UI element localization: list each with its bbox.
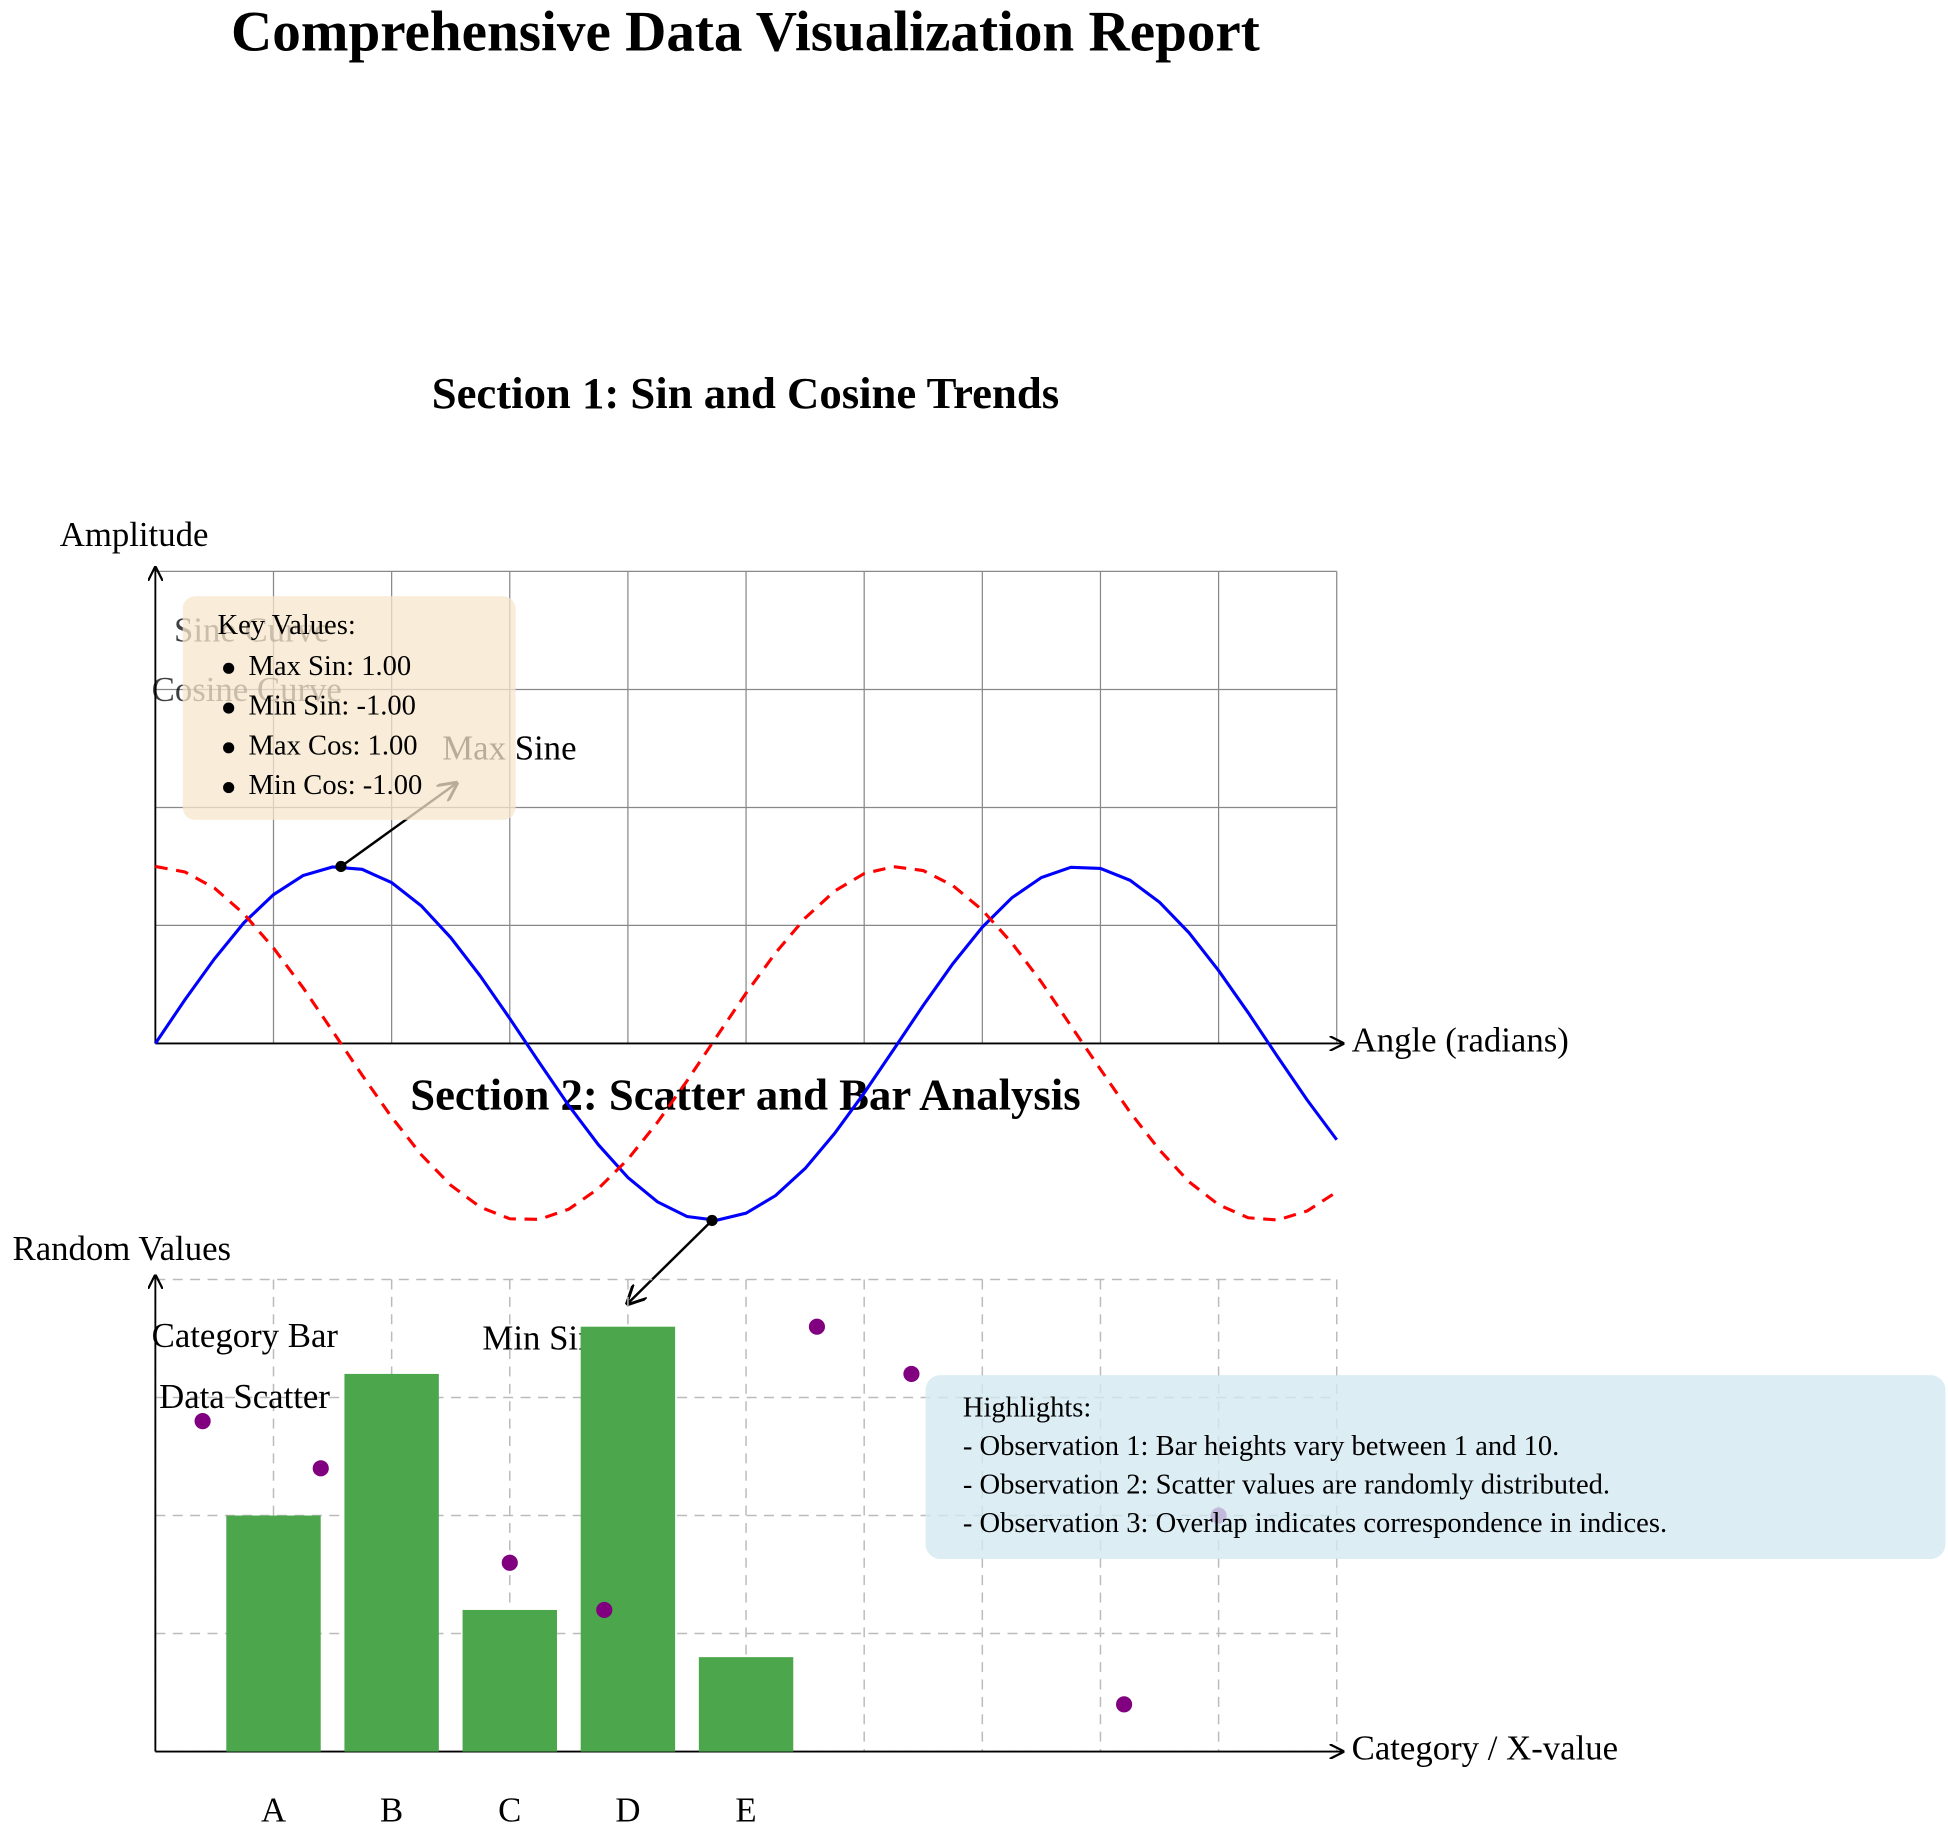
highlight-item: - Observation 1: Bar heights vary betwee… <box>963 1431 1559 1462</box>
highlights-title: Highlights: <box>963 1393 1092 1424</box>
key-values-box <box>182 596 516 820</box>
y-axis-label: Random Values <box>13 1229 232 1268</box>
x-tick-label: C <box>498 1791 521 1830</box>
key-values-title: Key Values: <box>217 610 355 641</box>
scatter-point <box>312 1460 329 1477</box>
x-tick-label: B <box>380 1791 403 1830</box>
section-title: Section 1: Sin and Cosine Trends <box>432 368 1059 418</box>
key-value-item: Max Cos: 1.00 <box>249 730 418 761</box>
annotation-point <box>335 860 347 873</box>
highlights-box <box>925 1375 1946 1560</box>
scatter-point <box>903 1365 920 1382</box>
scatter-point <box>596 1601 613 1619</box>
legend-label: Category Bar <box>152 1316 339 1355</box>
scatter-point <box>808 1318 826 1335</box>
key-value-item: Max Sin: 1.00 <box>249 651 412 682</box>
x-tick-label: E <box>735 1791 756 1830</box>
scatter-point <box>1116 1696 1133 1713</box>
annotation-arrow <box>628 1219 713 1303</box>
legend-label: Data Scatter <box>159 1377 330 1416</box>
bar <box>226 1515 321 1752</box>
annotation-point <box>706 1214 718 1227</box>
line-series <box>154 865 1338 1222</box>
bullet <box>223 742 235 754</box>
highlight-item: - Observation 3: Overlap indicates corre… <box>963 1508 1667 1539</box>
highlight-item: - Observation 2: Scatter values are rand… <box>963 1470 1610 1501</box>
report-title: Comprehensive Data Visualization Report <box>231 0 1260 63</box>
bar <box>580 1326 676 1752</box>
x-axis-label: Angle (radians) <box>1352 1020 1569 1059</box>
bullet <box>223 662 235 674</box>
bullet <box>223 781 235 794</box>
line-series <box>155 864 1338 1222</box>
section-title: Section 2: Scatter and Bar Analysis <box>410 1070 1080 1120</box>
bar <box>344 1373 439 1752</box>
bar <box>462 1609 557 1752</box>
x-tick-label: D <box>615 1791 640 1830</box>
key-value-item: Min Sin: -1.00 <box>249 691 416 722</box>
bar <box>698 1657 794 1752</box>
x-tick-label: A <box>261 1791 286 1830</box>
bullet <box>223 702 235 714</box>
scatter-point <box>194 1413 211 1430</box>
scatter-point <box>501 1554 518 1571</box>
x-axis-label: Category / X-value <box>1352 1729 1618 1768</box>
y-axis-label: Amplitude <box>60 515 209 554</box>
key-value-item: Min Cos: -1.00 <box>249 770 423 801</box>
